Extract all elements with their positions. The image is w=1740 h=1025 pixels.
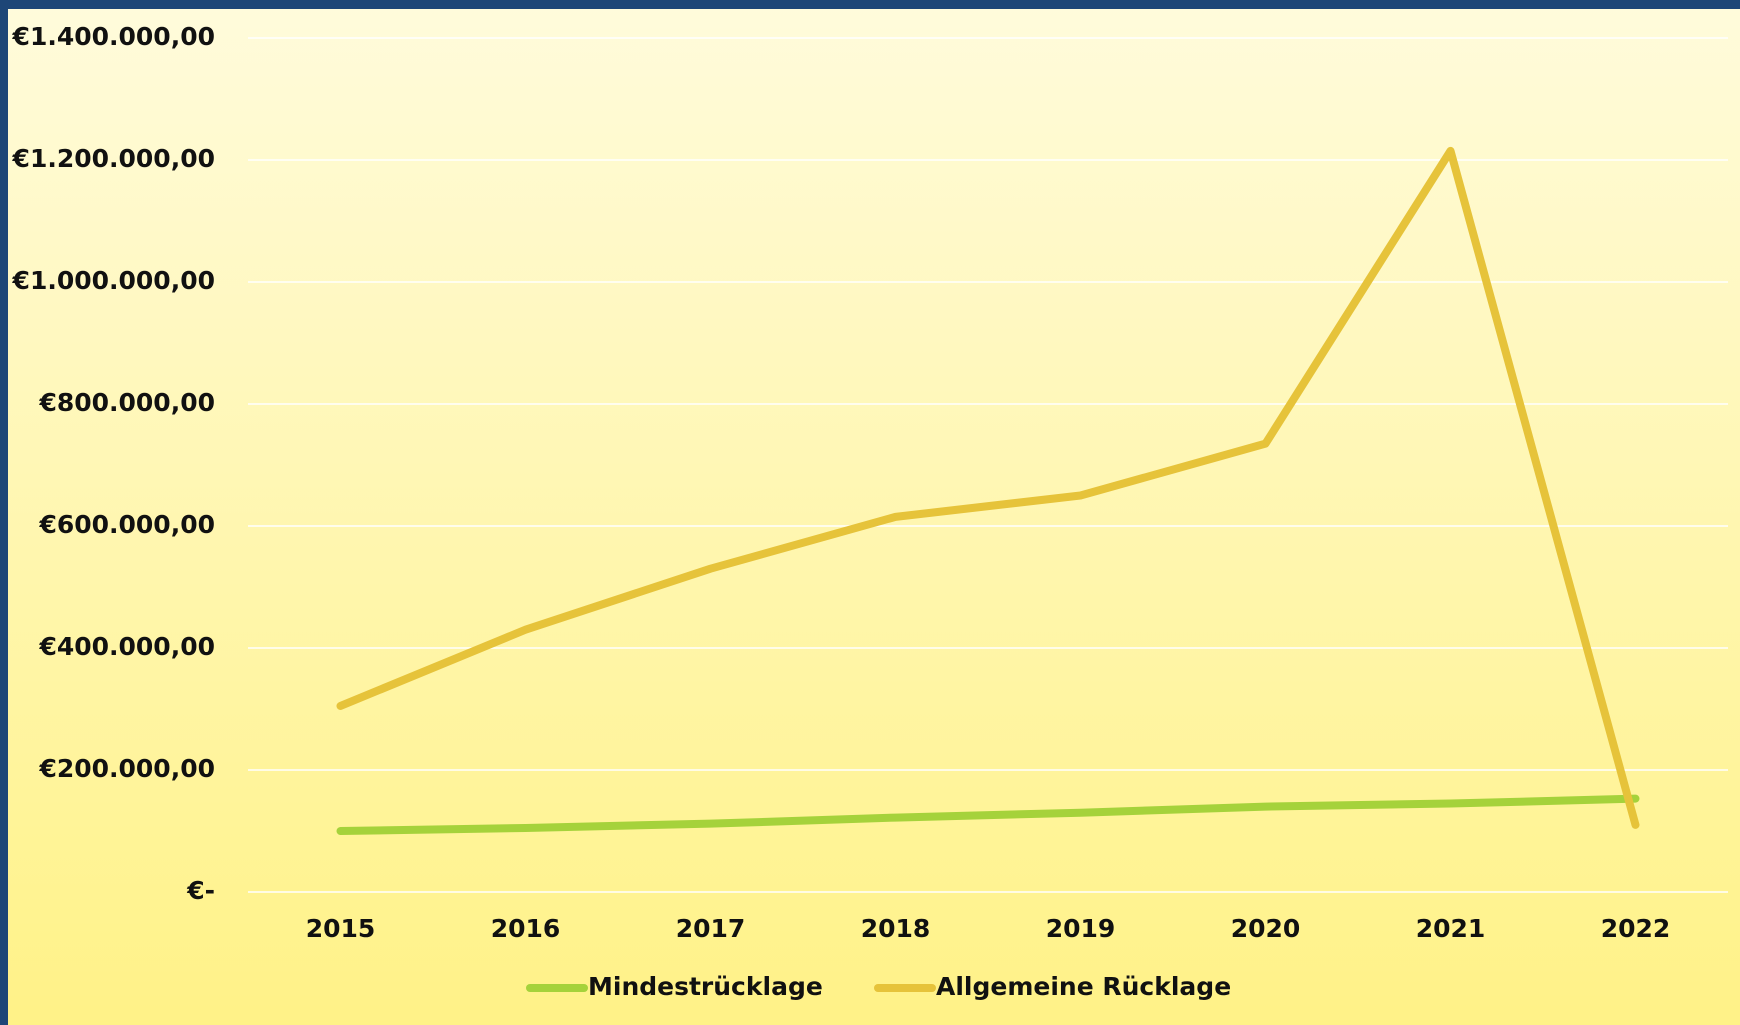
x-tick-label: 2016 (491, 914, 561, 943)
x-tick-label: 2019 (1046, 914, 1116, 943)
y-tick-label: €- (186, 876, 215, 905)
x-tick-label: 2018 (861, 914, 931, 943)
plot-background (8, 9, 1740, 1025)
y-tick-label: €400.000,00 (38, 632, 215, 661)
series-line (336, 146, 1640, 829)
y-tick-label: €800.000,00 (38, 388, 215, 417)
x-tick-label: 2020 (1231, 914, 1301, 943)
y-tick-label: €200.000,00 (38, 754, 215, 783)
y-tick-label: €600.000,00 (38, 510, 215, 539)
y-tick-label: €1.000.000,00 (12, 266, 215, 295)
x-tick-label: 2015 (306, 914, 376, 943)
y-tick-label: €1.200.000,00 (12, 144, 215, 173)
y-tick-label: €1.400.000,00 (12, 22, 215, 51)
x-tick-label: 2022 (1601, 914, 1671, 943)
series-line (336, 794, 1640, 835)
legend-label: Allgemeine Rücklage (936, 972, 1231, 1001)
legend-label: Mindestrücklage (588, 972, 823, 1001)
x-tick-label: 2021 (1416, 914, 1486, 943)
x-tick-label: 2017 (676, 914, 746, 943)
